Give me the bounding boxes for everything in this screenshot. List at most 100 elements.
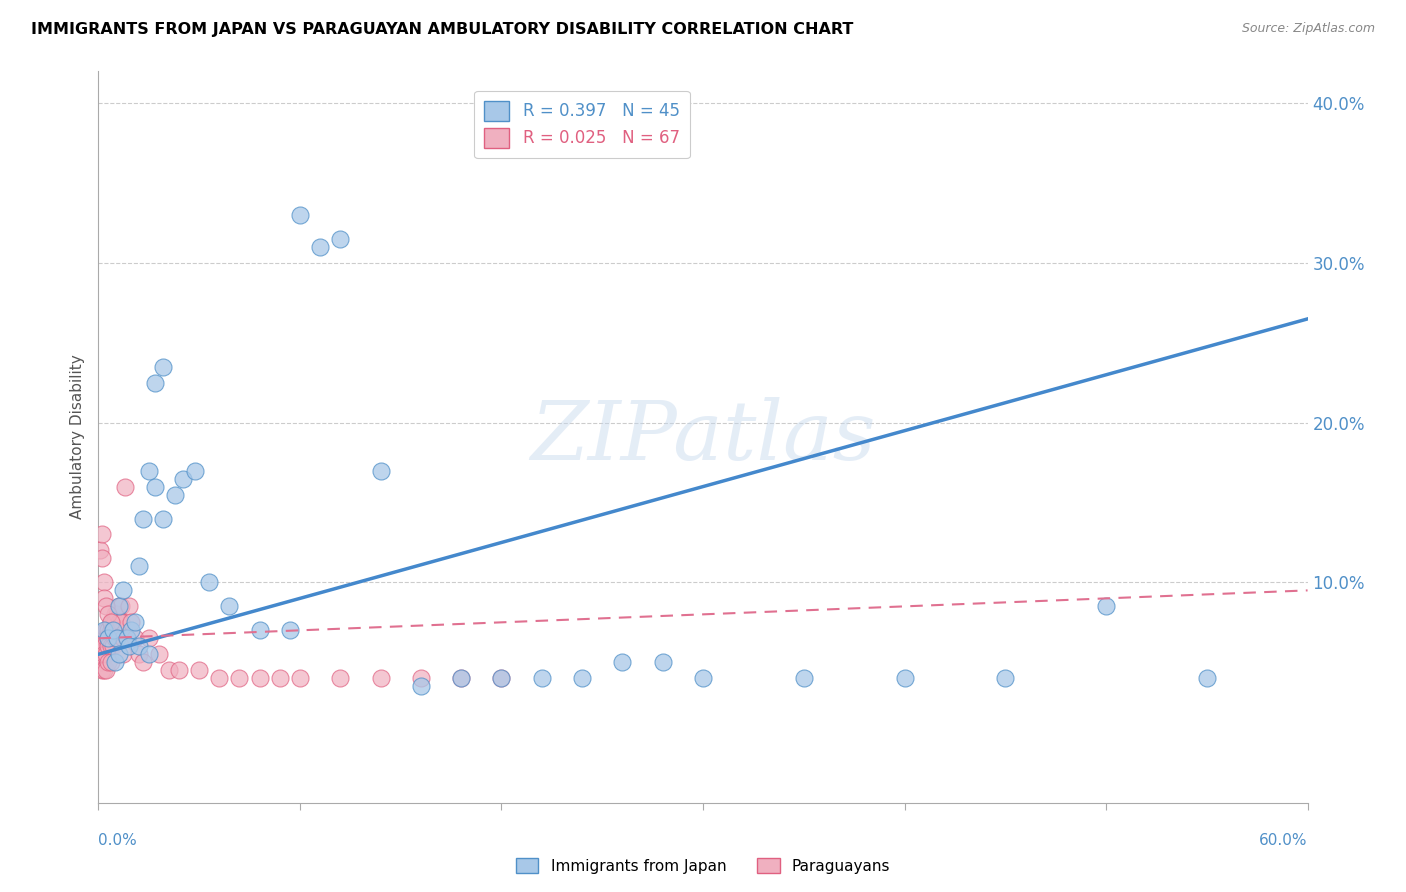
Point — [651, 655, 673, 669]
Point — [100, 615, 122, 630]
Point — [105, 624, 128, 638]
Point — [278, 624, 301, 638]
Point — [329, 232, 352, 246]
Point — [120, 624, 142, 638]
Point — [143, 480, 166, 494]
Point — [184, 464, 207, 478]
Point — [97, 624, 120, 638]
Point — [97, 632, 120, 646]
Point — [97, 632, 120, 646]
Y-axis label: Ambulatory Disability: Ambulatory Disability — [70, 355, 86, 519]
Point — [97, 607, 120, 622]
Point — [249, 624, 271, 638]
Point — [148, 647, 170, 661]
Point — [692, 671, 714, 685]
Point — [288, 671, 311, 685]
Point — [101, 640, 124, 654]
Point — [450, 671, 472, 685]
Point — [107, 615, 129, 630]
Point — [218, 599, 240, 614]
Point — [107, 599, 129, 614]
Point — [96, 624, 118, 638]
Point — [93, 663, 115, 677]
Point — [96, 663, 118, 677]
Point — [1195, 671, 1218, 685]
Legend: R = 0.397   N = 45, R = 0.025   N = 67: R = 0.397 N = 45, R = 0.025 N = 67 — [474, 91, 690, 158]
Point — [93, 640, 115, 654]
Point — [100, 615, 122, 630]
Point — [105, 607, 128, 622]
Point — [103, 607, 125, 622]
Point — [793, 671, 815, 685]
Point — [269, 671, 291, 685]
Point — [101, 615, 124, 630]
Point — [152, 511, 174, 525]
Point — [409, 671, 432, 685]
Point — [138, 647, 160, 661]
Point — [93, 632, 115, 646]
Point — [994, 671, 1017, 685]
Text: IMMIGRANTS FROM JAPAN VS PARAGUAYAN AMBULATORY DISABILITY CORRELATION CHART: IMMIGRANTS FROM JAPAN VS PARAGUAYAN AMBU… — [31, 22, 853, 37]
Point — [188, 663, 211, 677]
Point — [110, 599, 132, 614]
Point — [288, 208, 311, 222]
Point — [249, 671, 271, 685]
Point — [128, 647, 150, 661]
Text: Source: ZipAtlas.com: Source: ZipAtlas.com — [1241, 22, 1375, 36]
Point — [450, 671, 472, 685]
Point — [114, 480, 136, 494]
Point — [93, 591, 115, 606]
Text: ZIPatlas: ZIPatlas — [530, 397, 876, 477]
Point — [893, 671, 915, 685]
Text: 60.0%: 60.0% — [1260, 833, 1308, 848]
Point — [132, 511, 155, 525]
Point — [91, 551, 114, 566]
Point — [91, 663, 114, 677]
Point — [111, 583, 134, 598]
Point — [96, 632, 118, 646]
Point — [91, 632, 114, 646]
Point — [163, 487, 186, 501]
Point — [100, 655, 122, 669]
Point — [107, 647, 129, 661]
Point — [309, 240, 332, 254]
Point — [96, 599, 118, 614]
Point — [111, 632, 134, 646]
Point — [103, 615, 125, 630]
Point — [91, 527, 114, 541]
Point — [110, 615, 132, 630]
Point — [93, 647, 115, 661]
Point — [89, 543, 111, 558]
Point — [89, 647, 111, 661]
Point — [138, 632, 160, 646]
Point — [530, 671, 553, 685]
Point — [128, 559, 150, 574]
Point — [100, 640, 122, 654]
Point — [138, 464, 160, 478]
Point — [89, 655, 111, 669]
Point — [101, 624, 124, 638]
Point — [172, 472, 194, 486]
Point — [93, 575, 115, 590]
Point — [132, 655, 155, 669]
Point — [124, 632, 146, 646]
Legend: Immigrants from Japan, Paraguayans: Immigrants from Japan, Paraguayans — [509, 852, 897, 880]
Text: 0.0%: 0.0% — [98, 833, 138, 848]
Point — [97, 655, 120, 669]
Point — [91, 655, 114, 669]
Point — [491, 671, 513, 685]
Point — [115, 632, 138, 646]
Point — [208, 671, 231, 685]
Point — [124, 615, 146, 630]
Point — [89, 640, 111, 654]
Point — [103, 655, 125, 669]
Point — [143, 376, 166, 390]
Point — [167, 663, 190, 677]
Point — [93, 624, 115, 638]
Point — [198, 575, 221, 590]
Point — [91, 640, 114, 654]
Point — [101, 624, 124, 638]
Point — [409, 679, 432, 693]
Point — [228, 671, 250, 685]
Point — [100, 624, 122, 638]
